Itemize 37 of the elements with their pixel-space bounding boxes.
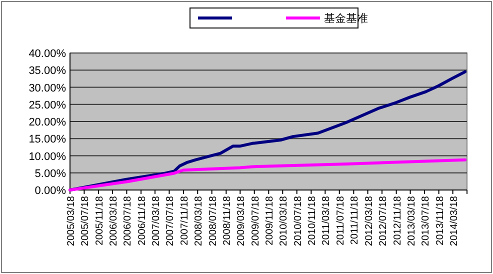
x-tick-label: 2006/07/18 — [122, 196, 134, 246]
x-tick-label: 2007/03/18 — [151, 196, 162, 246]
x-tick-label: 2012/03/18 — [364, 196, 375, 246]
x-tick-label: 2006/11/18 — [137, 196, 148, 246]
x-tick-label: 2013/03/18 — [406, 196, 418, 246]
x-tick-label: 2005/11/18 — [94, 196, 106, 246]
x-tick-label: 2005/03/18 — [66, 196, 77, 246]
x-tick-label: 2005/07/18 — [80, 196, 92, 246]
x-tick-label: 2006/03/18 — [108, 196, 120, 246]
x-tick-label: 2010/07/18 — [292, 196, 304, 246]
x-tick-label: 2010/03/18 — [278, 196, 290, 246]
y-tick-label: 30.00% — [28, 82, 66, 94]
x-tick-label: 2007/07/18 — [165, 196, 176, 246]
x-tick-label: 2011/03/18 — [321, 196, 332, 246]
y-tick-label: 40.00% — [28, 48, 66, 60]
x-tick-label: 2011/07/18 — [335, 196, 346, 246]
x-tick-label: 2010/11/18 — [307, 196, 318, 246]
x-tick-label: 2008/11/18 — [222, 196, 234, 246]
y-tick-label: 20.00% — [28, 116, 66, 128]
x-tick-label: 2009/11/18 — [264, 196, 276, 246]
y-tick-label: 25.00% — [28, 99, 66, 112]
x-tick-label: 2011/11/18 — [350, 196, 361, 245]
y-tick-label: 5.00% — [34, 168, 66, 180]
y-tick-label: 15.00% — [28, 134, 66, 146]
y-tick-label: 0.00% — [34, 185, 66, 197]
x-tick-label: 2012/11/18 — [392, 196, 404, 246]
x-tick-label: 2007/11/18 — [180, 196, 191, 246]
x-tick-label: 2013/11/18 — [434, 196, 446, 246]
y-tick-label: 10.00% — [28, 150, 66, 163]
x-tick-label: 2013/07/18 — [420, 196, 432, 246]
x-tick-label: 2014/03/18 — [448, 196, 460, 246]
x-tick-label: 2008/07/18 — [208, 196, 219, 246]
y-tick-label: 35.00% — [28, 65, 66, 78]
x-tick-label: 2009/07/18 — [250, 196, 262, 246]
x-tick-label: 2008/03/18 — [194, 196, 205, 246]
x-tick-label: 2012/07/18 — [378, 196, 389, 246]
x-tick-label: 2009/03/18 — [236, 196, 248, 246]
